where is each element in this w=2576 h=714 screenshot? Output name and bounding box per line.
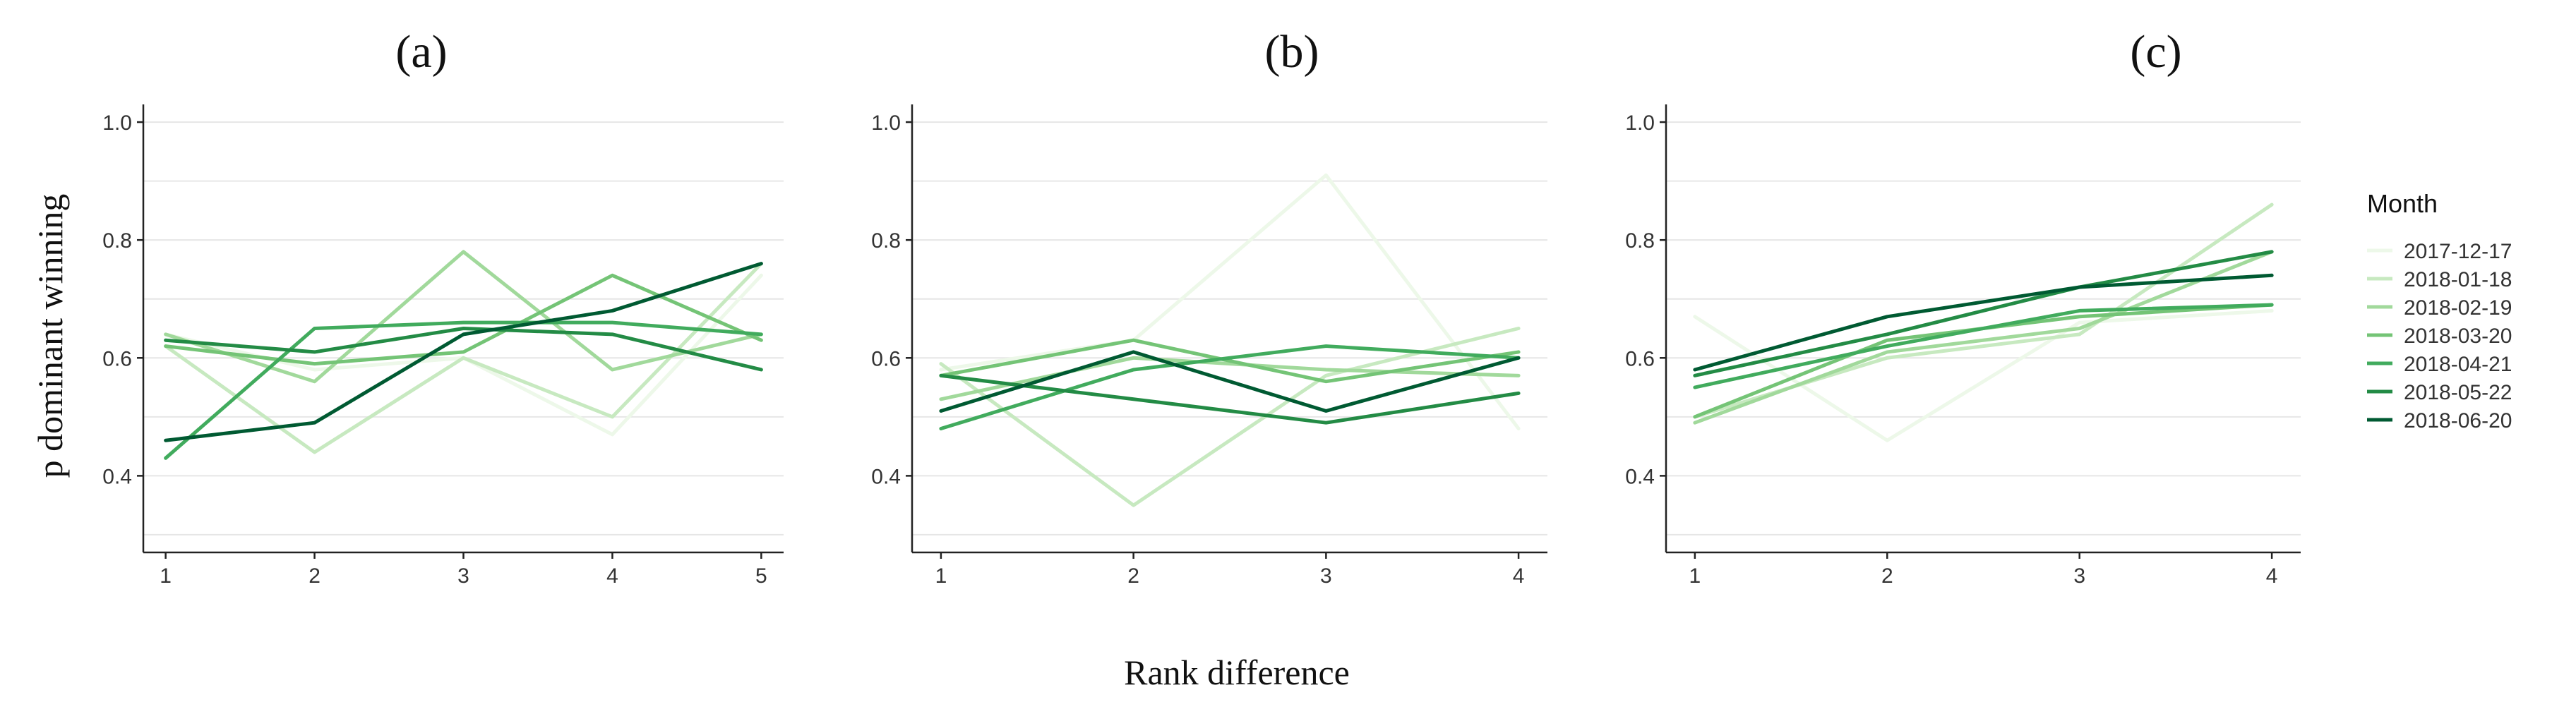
series-line-2018-05-22 — [1693, 250, 2274, 377]
series-line-2018-04-21 — [939, 344, 1521, 431]
panel-title: (a) — [395, 26, 447, 78]
series-line-2018-04-21 — [1693, 303, 2274, 389]
legend-label: 2018-06-20 — [2404, 409, 2512, 432]
x-tick-label: 2 — [308, 564, 320, 588]
series-line-2018-03-20 — [939, 338, 1521, 384]
legend-title: Month — [2367, 189, 2438, 218]
x-tick-label: 4 — [606, 564, 618, 588]
y-tick-label: 1.0 — [871, 111, 901, 135]
series-line-2017-12-17 — [939, 173, 1521, 431]
panel-title: (c) — [2130, 26, 2181, 78]
series-line-2018-02-19 — [164, 250, 763, 384]
series-line-2018-03-20 — [164, 273, 763, 366]
y-tick-label: 1.0 — [102, 111, 132, 135]
series-line-2018-02-19 — [939, 356, 1521, 401]
legend-label: 2018-01-18 — [2404, 268, 2512, 291]
panel-a: 0.4 0.6 0.8 1.0 1 2 3 4 5 (a) — [102, 26, 784, 588]
panel-c: 0.4 0.6 0.8 1.0 1 2 3 4 (c) — [1625, 26, 2301, 588]
legend-label: 2018-03-20 — [2404, 325, 2512, 348]
panel-title: (b) — [1265, 26, 1319, 78]
x-tick-label: 3 — [2073, 564, 2085, 588]
series-line-2018-05-22 — [164, 327, 763, 372]
series-line-2018-06-20 — [164, 262, 763, 442]
x-axis-title: Rank difference — [1124, 653, 1350, 692]
y-tick-label: 0.6 — [871, 347, 901, 370]
legend-item-2018-03-20: 2018-03-20 — [2367, 325, 2512, 348]
x-tick-label: 5 — [755, 564, 767, 588]
series-line-2018-05-22 — [939, 373, 1521, 425]
legend-item-2018-05-22: 2018-05-22 — [2367, 381, 2512, 404]
x-tick-label: 4 — [2266, 564, 2278, 588]
series-line-2018-04-21 — [164, 320, 763, 460]
series-line-2018-02-19 — [1693, 250, 2274, 425]
y-tick-label: 0.8 — [871, 229, 901, 253]
legend-item-2018-02-19: 2018-02-19 — [2367, 296, 2512, 320]
y-tick-label: 0.4 — [102, 465, 132, 488]
y-axis-title: p dominant winning — [30, 194, 70, 478]
x-tick-label: 1 — [160, 564, 172, 588]
y-tick-label: 0.6 — [1625, 347, 1655, 370]
series-line-2018-03-20 — [1693, 303, 2274, 419]
legend-label: 2018-05-22 — [2404, 381, 2512, 404]
series-line-2018-06-20 — [1693, 273, 2274, 372]
panel-b: 0.4 0.6 0.8 1.0 1 2 3 4 (b) — [871, 26, 1547, 588]
legend-label: 2017-12-17 — [2404, 240, 2512, 263]
legend-item-2018-06-20: 2018-06-20 — [2367, 409, 2512, 432]
y-tick-label: 0.4 — [1625, 465, 1655, 488]
x-tick-label: 1 — [1689, 564, 1701, 588]
legend: Month 2017-12-17 2018-01-18 2018-02-19 2018… — [2367, 189, 2512, 432]
y-tick-label: 0.4 — [871, 465, 901, 488]
series-line-2018-06-20 — [939, 350, 1521, 413]
y-tick-label: 1.0 — [1625, 111, 1655, 135]
x-tick-label: 3 — [1320, 564, 1332, 588]
x-tick-label: 2 — [1127, 564, 1139, 588]
x-tick-label: 1 — [935, 564, 947, 588]
legend-label: 2018-02-19 — [2404, 296, 2512, 320]
y-tick-label: 0.8 — [102, 229, 132, 253]
legend-item-2018-04-21: 2018-04-21 — [2367, 353, 2512, 376]
legend-label: 2018-04-21 — [2404, 353, 2512, 376]
y-tick-label: 0.6 — [102, 347, 132, 370]
legend-item-2017-12-17: 2017-12-17 — [2367, 240, 2512, 263]
x-tick-label: 3 — [457, 564, 469, 588]
legend-item-2018-01-18: 2018-01-18 — [2367, 268, 2512, 291]
series-line-2018-01-18 — [164, 262, 763, 454]
x-tick-label: 4 — [1513, 564, 1525, 588]
y-tick-label: 0.8 — [1625, 229, 1655, 253]
x-tick-label: 2 — [1881, 564, 1893, 588]
